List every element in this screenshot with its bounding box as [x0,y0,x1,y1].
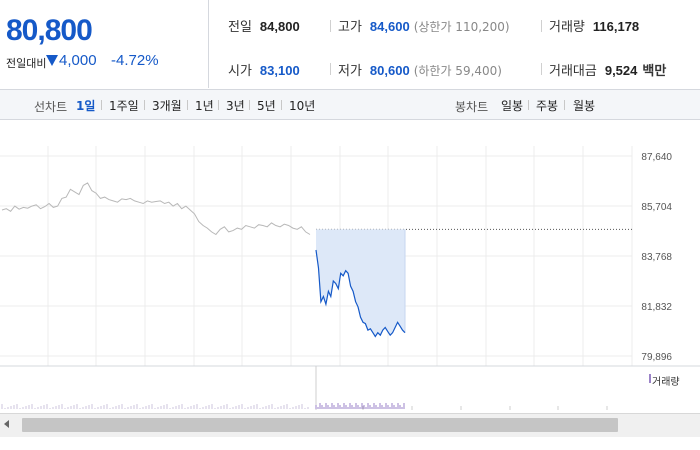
period-tab-5y[interactable]: 5년 [257,99,276,113]
low-value: 80,600 [369,63,410,78]
amount-value: 9,524 [604,63,638,78]
y-tick-label: 85,704 [641,202,672,213]
price-chart[interactable]: 87,640 85,704 83,768 81,832 79,896 [0,120,700,410]
period-tab-1w[interactable]: 1주일 [109,99,139,113]
volume-stat: 거래량 116,178 [549,16,639,35]
divider [249,100,250,110]
divider [541,20,542,32]
period-tab-1y[interactable]: 1년 [195,99,214,113]
y-tick-label: 83,768 [641,252,672,263]
candle-chart-label: 봉차트 [455,100,489,114]
y-tick-label: 79,896 [641,352,672,363]
change-percent: -4.72% [111,52,159,69]
change-label: 전일대비 [6,57,47,70]
line-chart-label: 선차트 [34,100,68,114]
divider [101,100,102,110]
lower-limit: (하한가 59,400) [413,64,502,78]
period-tab-1d[interactable]: 1일 [76,99,96,113]
volume-legend-swatch [649,374,651,383]
volume-value: 116,178 [592,19,640,34]
candle-tab-monthly[interactable]: 월봉 [573,99,596,113]
high-value: 84,600 [369,19,410,34]
stock-summary-panel: 80,800 전일대비 4,000 -4.72% 전일 84,800 고가 84,6… [0,0,700,90]
candle-tab-weekly[interactable]: 주봉 [536,99,559,113]
divider [144,100,145,110]
amount-unit: 백만 [642,64,667,79]
change-value: 4,000 [59,52,97,69]
down-triangle-icon [46,55,58,66]
divider [218,100,219,110]
prev-close-value: 84,800 [259,19,300,34]
y-tick-label: 81,832 [641,302,672,313]
current-price: 80,800 [6,14,93,47]
divider [564,100,565,110]
previous-day-line [1,182,311,236]
divider [330,20,331,32]
period-tab-3y[interactable]: 3년 [226,99,245,113]
amount-label: 거래대금 [549,64,597,79]
open-value: 83,100 [259,63,300,78]
scroll-left-arrow-icon[interactable] [4,420,9,428]
prev-close-label: 전일 [228,20,252,35]
horizontal-scrollbar[interactable] [0,413,700,437]
low-label: 저가 [338,64,362,79]
amount-stat: 거래대금 9,524 백만 [549,60,666,79]
upper-limit: (상한가 110,200) [413,20,510,34]
divider [541,63,542,75]
chart-period-toolbar: 선차트 1일 1주일 3개월 1년 3년 5년 10년 봉차트 일봉 주봉 월봉 [0,90,700,120]
current-price-box: 80,800 전일대비 4,000 -4.72% [0,0,209,88]
prev-close-stat: 전일 84,800 [228,16,300,35]
volume-legend-label: 거래량 [652,377,680,388]
divider [528,100,529,110]
high-label: 고가 [338,20,362,35]
scrollbar-thumb[interactable] [22,418,618,432]
today-fill-area [316,229,405,337]
open-label: 시가 [228,64,252,79]
period-tab-3m[interactable]: 3개월 [152,99,182,113]
today-price-line [315,249,406,338]
price-chart-svg: 87,640 85,704 83,768 81,832 79,896 [0,146,700,410]
volume-label: 거래량 [549,20,585,35]
open-stat: 시가 83,100 [228,60,300,79]
y-tick-label: 87,640 [641,152,672,163]
period-tab-10y[interactable]: 10년 [289,99,316,113]
divider [330,63,331,75]
divider [281,100,282,110]
candle-tab-daily[interactable]: 일봉 [501,99,524,113]
high-stat: 고가 84,600 (상한가 110,200) [338,16,510,35]
divider [187,100,188,110]
low-stat: 저가 80,600 (하한가 59,400) [338,60,502,79]
